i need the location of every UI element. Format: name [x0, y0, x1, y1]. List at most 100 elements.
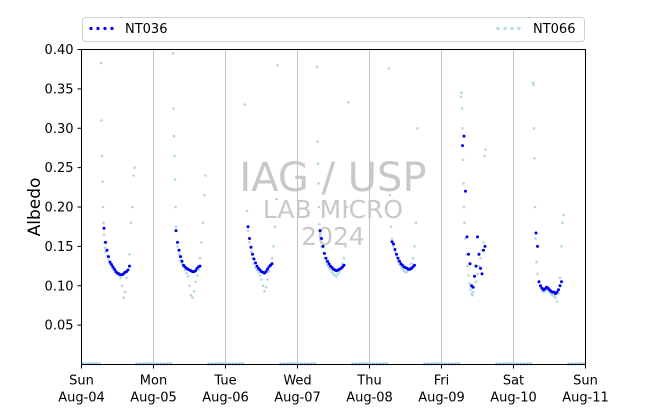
- data-point-nt036: [179, 255, 182, 259]
- data-point-nt066: [123, 290, 127, 294]
- data-point-nt036: [320, 237, 323, 240]
- data-point-nt036: [462, 134, 466, 138]
- data-point-nt066: [243, 103, 247, 106]
- data-point-nt036: [477, 252, 481, 256]
- data-point-nt066: [317, 205, 321, 209]
- data-point-nt066: [318, 223, 321, 226]
- data-point-nt066: [479, 256, 482, 260]
- data-point-nt036: [464, 189, 467, 193]
- data-point-nt066: [198, 256, 202, 260]
- x-tick-label-day: Sat: [503, 374, 524, 389]
- data-point-nt066: [101, 180, 104, 184]
- data-point-nt066: [101, 205, 105, 209]
- data-point-nt066: [194, 280, 197, 284]
- data-point-nt066: [107, 258, 110, 262]
- data-point-nt066: [554, 296, 557, 299]
- x-tick-label-date: Aug-09: [418, 391, 465, 406]
- data-point-nt066: [174, 205, 177, 209]
- legend-label-nt036: NT036: [125, 22, 167, 37]
- data-point-nt036: [128, 264, 131, 268]
- data-point-nt036: [474, 264, 478, 268]
- data-point-nt066: [100, 154, 104, 158]
- data-point-nt036: [479, 266, 482, 270]
- data-point-nt066: [536, 272, 539, 276]
- data-point-nt036: [396, 256, 400, 260]
- data-point-nt066: [467, 274, 470, 277]
- data-point-nt066: [132, 174, 135, 177]
- data-point-nt036: [390, 240, 394, 244]
- data-point-nt036: [398, 259, 401, 263]
- data-point-nt066: [103, 246, 107, 250]
- data-point-nt036: [326, 259, 329, 263]
- data-point-nt036: [198, 264, 202, 268]
- data-point-nt036: [252, 257, 256, 261]
- y-tick-label: 0.10: [45, 279, 74, 294]
- watermark-line-1: IAG / USP: [239, 155, 426, 201]
- data-point-nt036: [249, 245, 253, 249]
- legend-dot: [517, 26, 521, 31]
- data-point-nt066: [120, 284, 124, 288]
- data-point-nt066: [413, 245, 416, 248]
- data-point-nt066: [176, 245, 179, 248]
- data-point-nt036: [248, 237, 251, 240]
- data-point-nt066: [460, 91, 463, 95]
- series-nt066: [99, 52, 565, 303]
- data-point-nt066: [263, 290, 266, 293]
- legend-box: [82, 17, 585, 42]
- x-tick-label-day: Mon: [140, 374, 167, 389]
- data-point-nt036: [393, 248, 397, 251]
- data-point-nt066: [99, 61, 103, 65]
- data-point-nt066: [317, 182, 320, 185]
- data-point-nt066: [195, 274, 199, 277]
- data-point-nt066: [533, 205, 537, 209]
- legend-dot: [96, 26, 100, 31]
- legend-marker-nt036: [89, 26, 114, 31]
- data-point-nt066: [535, 260, 538, 264]
- x-tick-label-day: Wed: [283, 374, 311, 389]
- x-tick-label-date: Aug-08: [346, 391, 393, 406]
- data-point-nt066: [462, 205, 466, 209]
- data-point-nt036: [246, 225, 250, 229]
- data-point-nt066: [336, 272, 340, 276]
- data-point-nt066: [102, 233, 106, 236]
- data-point-nt066: [468, 282, 471, 285]
- data-point-nt066: [185, 271, 188, 275]
- data-point-nt066: [461, 127, 464, 130]
- watermark: IAG / USP LAB MICRO 2024: [239, 155, 426, 251]
- data-point-nt066: [533, 156, 536, 160]
- data-point-nt066: [186, 275, 190, 278]
- data-point-nt036: [107, 255, 110, 259]
- data-point-nt066: [531, 81, 535, 84]
- data-point-nt036: [467, 252, 470, 256]
- legend: NT036 NT066: [82, 17, 585, 42]
- data-point-nt066: [203, 193, 206, 197]
- data-point-nt066: [173, 178, 177, 181]
- data-point-nt066: [389, 225, 393, 228]
- data-point-nt066: [246, 229, 250, 232]
- data-point-nt036: [177, 248, 181, 252]
- x-tick-label-date: Aug-11: [562, 391, 609, 406]
- data-point-nt066: [562, 213, 565, 217]
- data-point-nt066: [469, 288, 472, 292]
- data-point-nt036: [111, 265, 115, 269]
- y-tick-label: 0.05: [45, 319, 74, 334]
- data-point-nt066: [344, 245, 347, 248]
- data-point-nt066: [342, 256, 346, 260]
- data-point-nt066: [248, 241, 251, 244]
- data-point-nt036: [534, 231, 538, 235]
- data-point-nt036: [342, 263, 346, 267]
- data-point-nt066: [459, 95, 463, 99]
- y-axis: 0.05 0.10 0.15 0.20 0.25 0.30 0.35 0.40: [45, 43, 82, 334]
- data-point-nt066: [249, 250, 253, 254]
- data-point-nt066: [461, 158, 465, 162]
- data-point-nt066: [466, 264, 469, 268]
- x-tick-label-date: Aug-07: [274, 391, 321, 406]
- data-point-nt066: [172, 134, 176, 138]
- data-point-nt066: [329, 268, 332, 272]
- data-point-nt066: [560, 245, 563, 248]
- data-point-nt066: [347, 101, 350, 104]
- data-point-nt036: [468, 262, 472, 266]
- data-point-nt036: [324, 256, 328, 260]
- data-point-nt066: [476, 272, 479, 276]
